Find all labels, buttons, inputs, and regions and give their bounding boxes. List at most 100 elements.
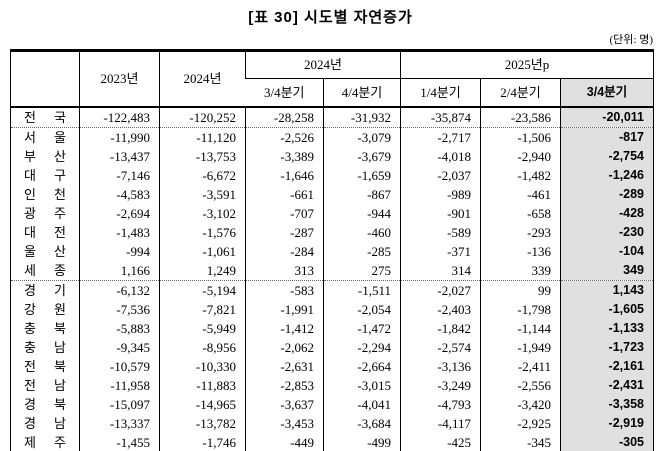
row-label-region: 인 천 <box>24 187 66 202</box>
row-label-region: 세 종 <box>10 261 80 281</box>
table-row: 대 구 -7,146 -6,672 -1,646 -1,659 -2,037 -1,482-… <box>11 166 654 185</box>
table-cell-value: -120,252 <box>159 107 246 128</box>
table-cell-value: -2,919 <box>560 414 654 433</box>
table-cell-value: -371 <box>400 242 481 261</box>
table-cell-value: -4,041 <box>323 395 401 414</box>
table-cell-value: -1,576 <box>159 223 246 242</box>
table-cell-value: -1,949 <box>480 338 561 357</box>
table-cell-value: -3,453 <box>245 414 324 433</box>
table-cell-value: -5,194 <box>159 280 246 300</box>
table-cell-value: -11,990 <box>79 127 160 147</box>
table-cell-value: -230 <box>560 223 654 242</box>
table-row: 경 남 -13,337 -13,782 -3,453 -3,684 -4,117 -2,92… <box>11 414 654 433</box>
table-cell-value: -2,037 <box>400 166 481 185</box>
table-cell-value: 99 <box>480 280 561 300</box>
table-cell-value: 275 <box>323 261 401 281</box>
table-cell-value: -1,659 <box>323 166 401 185</box>
table-cell-value: -3,136 <box>400 357 481 376</box>
table-cell-value: -1,991 <box>245 300 324 319</box>
table-row: 제 주 -1,455 -1,746 -449 -499 -425 -345 -305 <box>11 433 654 451</box>
table-cell-value: 349 <box>560 261 654 281</box>
table-cell-value: -2,853 <box>245 376 324 395</box>
table-cell-value: -35,874 <box>400 107 481 128</box>
table-cell-value: -1,455 <box>79 433 160 451</box>
table-cell-value: -1,246 <box>560 166 654 185</box>
table-cell-value: -1,506 <box>480 127 561 147</box>
table-cell-value: 1,143 <box>560 280 654 300</box>
table-cell-value: -2,294 <box>323 338 401 357</box>
table-row: 충 북 -5,883 -5,949 -1,412 -1,472 -1,842 -1,144-… <box>11 319 654 338</box>
table-cell-value: 1,249 <box>159 261 246 281</box>
table-cell-value: -6,672 <box>159 166 246 185</box>
table-cell-value: -589 <box>400 223 481 242</box>
table-cell-value: 314 <box>400 261 481 281</box>
table-row: 부 산 -13,437 -13,753 -3,389 -3,679 -4,018 -2,94… <box>11 147 654 166</box>
table-cell-value: -901 <box>400 204 481 223</box>
table-row: 인 천 -4,583 -3,591 -661 -867 -989 -461 -289 <box>11 185 654 204</box>
row-label-region: 대 구 <box>24 168 66 183</box>
table-cell-value: -2,754 <box>560 147 654 166</box>
table-body: 전 국 -122,483 -120,252 -28,258 -31,932 -35,874… <box>10 107 654 451</box>
col-header-2023: 2023년 <box>79 50 160 108</box>
row-label-region: 경 북 <box>24 397 66 412</box>
row-label-region: 대 전 <box>24 225 66 240</box>
table-cell-value: -1,842 <box>400 319 481 338</box>
table-cell-value: -3,015 <box>323 376 401 395</box>
table-cell-value: -1,483 <box>79 223 160 242</box>
table-row: 전 북 -10,579 -10,330 -2,631 -2,664 -3,136 -2,41… <box>11 357 654 376</box>
table-cell-value: -994 <box>79 242 160 261</box>
table-cell-value: -449 <box>245 433 324 451</box>
table-row: 강 원 -7,536 -7,821 -1,991 -2,054 -2,403 -1,798-… <box>11 300 654 319</box>
table-cell-value: -2,062 <box>245 338 324 357</box>
table-cell-value: -4,117 <box>400 414 481 433</box>
table-cell-value: -2,664 <box>323 357 401 376</box>
table-row: 울 산 -994 -1,061 -284 -285 -371 -136 -104 <box>11 242 654 261</box>
table-cell-value: -1,472 <box>323 319 401 338</box>
row-label-region: 경 기 <box>24 283 66 298</box>
table-cell-value: -2,925 <box>480 414 561 433</box>
table-cell-value: -1,482 <box>480 166 561 185</box>
table-cell-value: -2,054 <box>323 300 401 319</box>
table-cell-value: -1,144 <box>480 319 561 338</box>
table-cell-value: -1,723 <box>560 338 654 357</box>
table-cell-value: -285 <box>323 242 401 261</box>
table-cell-value: -2,631 <box>245 357 324 376</box>
col-header-2024-q3: 3/4분기 <box>245 78 324 108</box>
table-cell-value: -707 <box>245 204 324 223</box>
table-row: 서 울 -11,990 -11,120 -2,526 -3,079 -2,717 -1,50… <box>11 127 654 147</box>
table-cell-value: -2,940 <box>480 147 561 166</box>
table-cell-value: -3,389 <box>245 147 324 166</box>
table-cell-value: -817 <box>560 127 654 147</box>
table-cell-value: -4,793 <box>400 395 481 414</box>
col-header-2025-q3-highlighted: 3/4분기 <box>560 78 654 108</box>
row-label-region: 전 북 <box>24 359 66 374</box>
table-cell-value: -136 <box>480 242 561 261</box>
col-group-2024: 2024년 <box>245 50 401 79</box>
table-header: 2023년 2024년 2024년 2025년p 3/4분기 4/4분기 1/4… <box>10 50 654 108</box>
table-cell-value: -2,411 <box>480 357 561 376</box>
table-cell-value: -8,956 <box>159 338 246 357</box>
table-cell-value: -7,536 <box>79 300 160 319</box>
table-cell-value: -3,249 <box>400 376 481 395</box>
table-cell-value: -3,102 <box>159 204 246 223</box>
row-label-region: 전 남 <box>24 378 66 393</box>
table-cell-value: -15,097 <box>79 395 160 414</box>
table-cell-value: -7,146 <box>79 166 160 185</box>
row-label-region: 강 원 <box>24 302 66 317</box>
col-header-2024: 2024년 <box>159 50 246 108</box>
header-row-quarters: 3/4분기 4/4분기 1/4분기 2/4분기 3/4분기 <box>11 78 654 108</box>
natural-increase-table: 2023년 2024년 2024년 2025년p 3/4분기 4/4분기 1/4… <box>10 49 654 451</box>
col-header-2025-q2: 2/4분기 <box>480 78 561 108</box>
table-cell-value: -11,120 <box>159 127 246 147</box>
table-cell-value: -3,420 <box>480 395 561 414</box>
table-cell-value: -3,079 <box>323 127 401 147</box>
header-row-groups: 2023년 2024년 2024년 2025년p <box>10 50 654 108</box>
table-cell-value: -2,717 <box>400 127 481 147</box>
row-label-region: 서 울 <box>24 130 66 145</box>
table-cell-value: -1,412 <box>245 319 324 338</box>
table-cell-value: -2,526 <box>245 127 324 147</box>
row-label-region: 충 남 <box>24 340 66 355</box>
table-cell-value: 313 <box>245 261 324 281</box>
table-cell-value: -345 <box>480 433 561 451</box>
